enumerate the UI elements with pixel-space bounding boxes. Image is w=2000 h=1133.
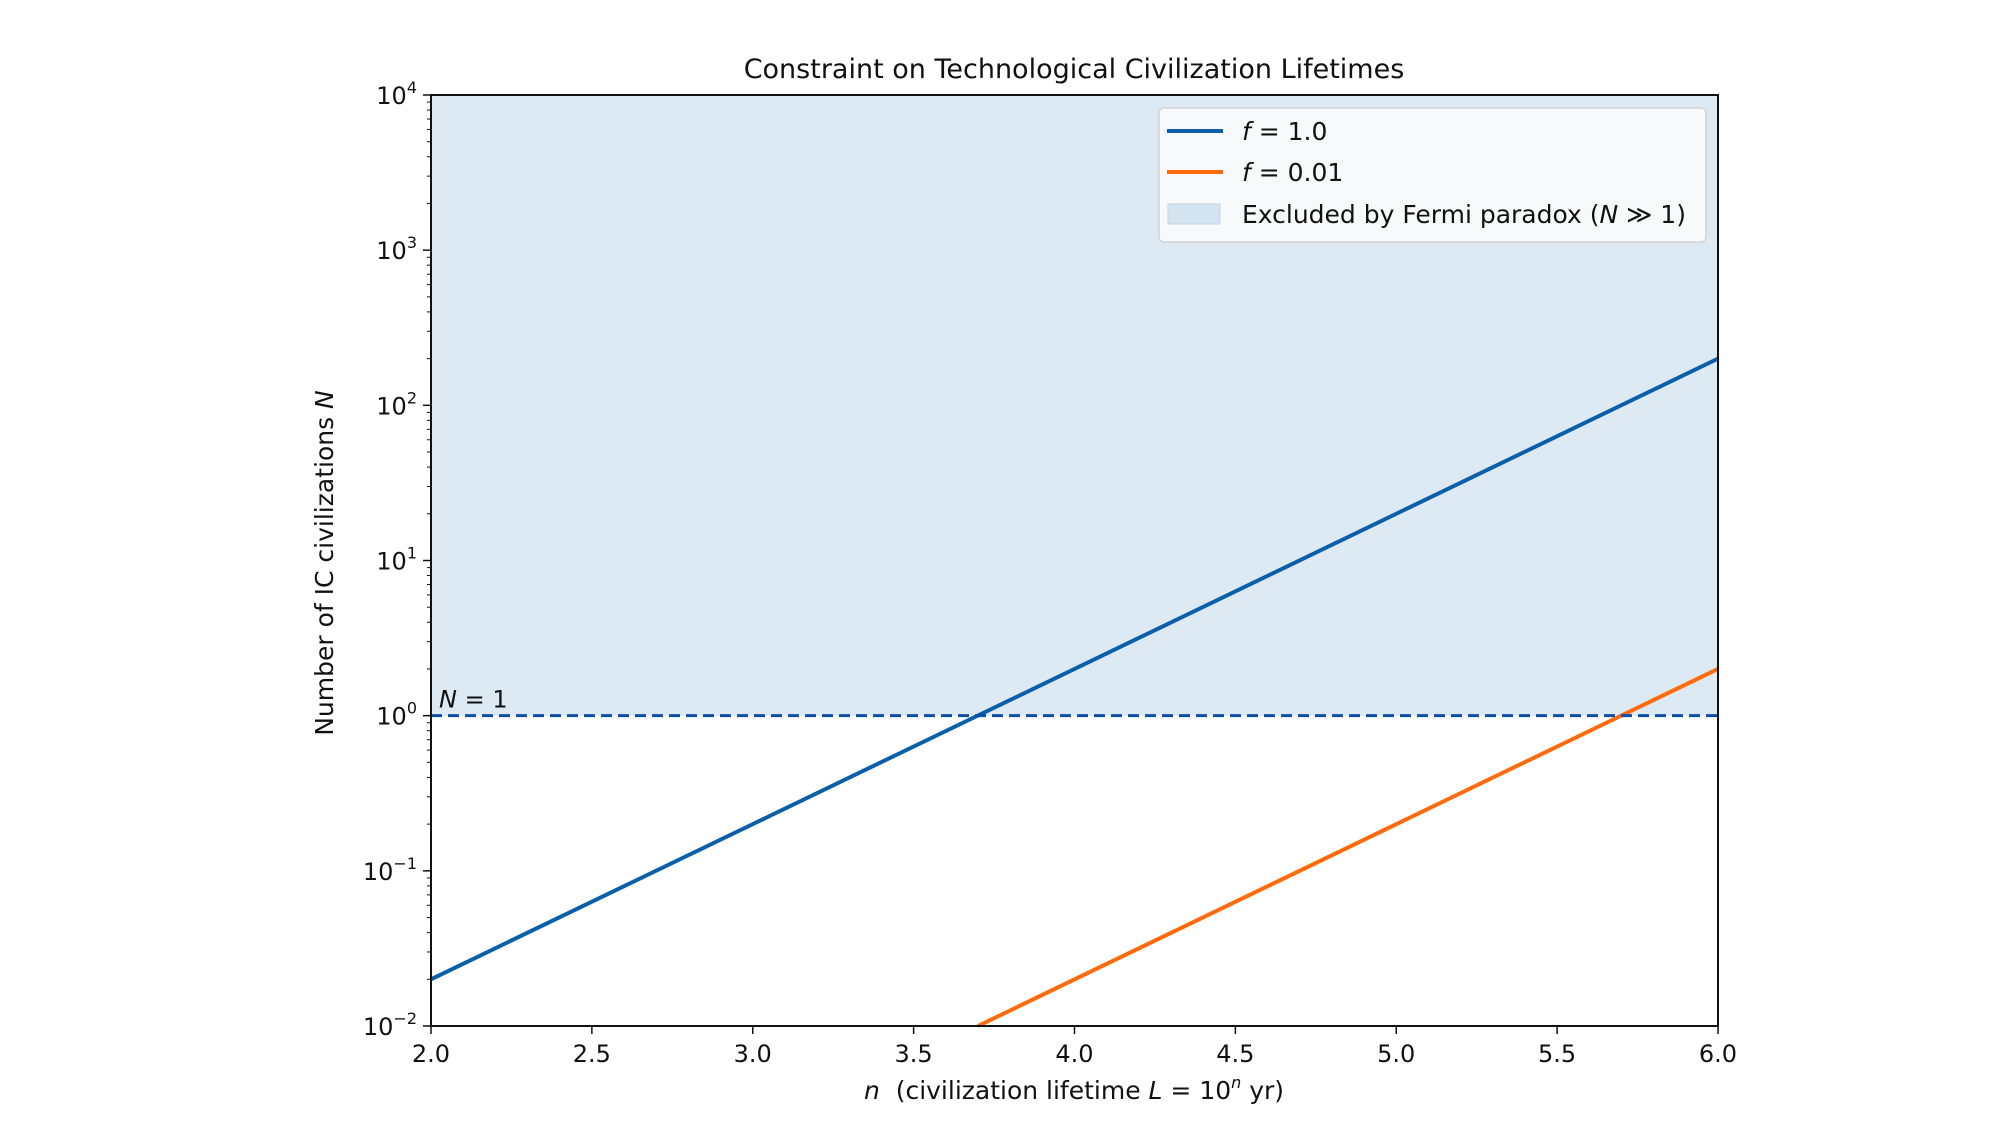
legend-label-f-1: f = 1.0 bbox=[1242, 117, 1327, 146]
y-tick-label: 102 bbox=[376, 388, 417, 420]
x-tick-label: 5.0 bbox=[1377, 1040, 1415, 1068]
y-axis: 10−2 10−1 100 101 102 103 104 bbox=[363, 78, 431, 1041]
series-line-0 bbox=[430, 356, 1719, 982]
x-axis: 2.0 2.5 3.0 3.5 4.0 4.5 5.0 5.5 6.0 bbox=[412, 1026, 1737, 1068]
x-axis-label: n (civilization lifetime L = 10n yr) bbox=[864, 1073, 1284, 1105]
legend: f = 1.0 f = 0.01 Excluded by Fermi parad… bbox=[1158, 107, 1707, 243]
reference-line-label: N = 1 bbox=[439, 686, 508, 714]
legend-label-excluded: Excluded by Fermi paradox (N ≫ 1) bbox=[1242, 200, 1686, 229]
y-tick-label: 104 bbox=[376, 78, 417, 110]
x-tick-label: 3.5 bbox=[895, 1040, 933, 1068]
x-tick-label: 4.0 bbox=[1055, 1040, 1093, 1068]
y-tick-label: 10−1 bbox=[363, 854, 417, 886]
x-tick-label: 3.0 bbox=[734, 1040, 772, 1068]
x-tick-label: 5.5 bbox=[1538, 1040, 1576, 1068]
x-tick-label: 2.0 bbox=[412, 1040, 450, 1068]
legend-label-f-0.01: f = 0.01 bbox=[1242, 158, 1343, 187]
x-tick-label: 6.0 bbox=[1699, 1040, 1737, 1068]
y-tick-label: 10−2 bbox=[363, 1009, 417, 1041]
y-tick-label: 103 bbox=[376, 233, 417, 265]
y-tick-label: 100 bbox=[376, 699, 417, 731]
y-axis-label: Number of IC civilizations N bbox=[310, 390, 339, 736]
y-tick-label: 101 bbox=[376, 544, 417, 576]
legend-swatch-excluded bbox=[1167, 203, 1221, 225]
series-line-1 bbox=[977, 667, 1719, 1028]
chart-title: Constraint on Technological Civilization… bbox=[744, 54, 1405, 85]
x-tick-label: 2.5 bbox=[573, 1040, 611, 1068]
x-tick-label: 4.5 bbox=[1216, 1040, 1254, 1068]
